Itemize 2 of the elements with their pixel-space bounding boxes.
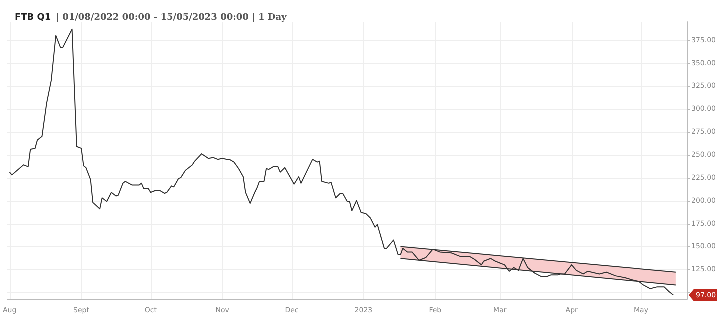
chart-subtitle: | 01/08/2022 00:00 - 15/05/2023 00:00 | 1 Day — [56, 13, 288, 23]
chart-title: FTB Q1 — [15, 13, 52, 23]
